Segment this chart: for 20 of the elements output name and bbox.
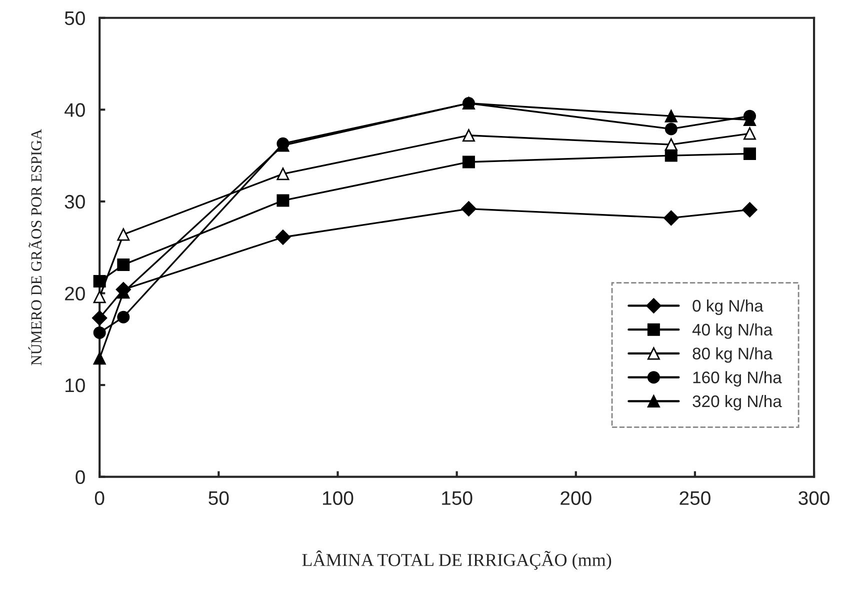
x-axis-title: LÂMINA TOTAL DE IRRIGAÇÃO (mm) bbox=[302, 550, 612, 570]
x-tick-label: 100 bbox=[323, 491, 354, 505]
y-axis-title: NÚMERO DE GRÃOS POR ESPIGA bbox=[28, 129, 42, 366]
legend-label: 0 kg N/ha bbox=[692, 299, 764, 316]
x-tick-label: 150 bbox=[442, 491, 472, 505]
y-tick-label: 0 bbox=[76, 470, 85, 484]
y-tick-label: 20 bbox=[65, 286, 85, 300]
y-tick-label: 40 bbox=[64, 103, 85, 117]
y-tick-label: 10 bbox=[66, 378, 85, 392]
legend-label: 40 kg N/ha bbox=[692, 323, 773, 339]
y-tick-label: 50 bbox=[64, 11, 85, 26]
x-tick-label: 50 bbox=[208, 491, 229, 505]
x-tick-label: 0 bbox=[94, 491, 104, 505]
y-tick-label: 30 bbox=[64, 194, 85, 209]
x-tick-label: 200 bbox=[560, 491, 592, 505]
legend-label: 80 kg N/ha bbox=[692, 347, 773, 363]
x-tick-label: 300 bbox=[798, 491, 830, 505]
x-tick-label: 250 bbox=[680, 491, 710, 505]
legend-label: 160 kg N/ha bbox=[693, 371, 782, 387]
legend-label: 320 kg N/ha bbox=[692, 394, 782, 410]
